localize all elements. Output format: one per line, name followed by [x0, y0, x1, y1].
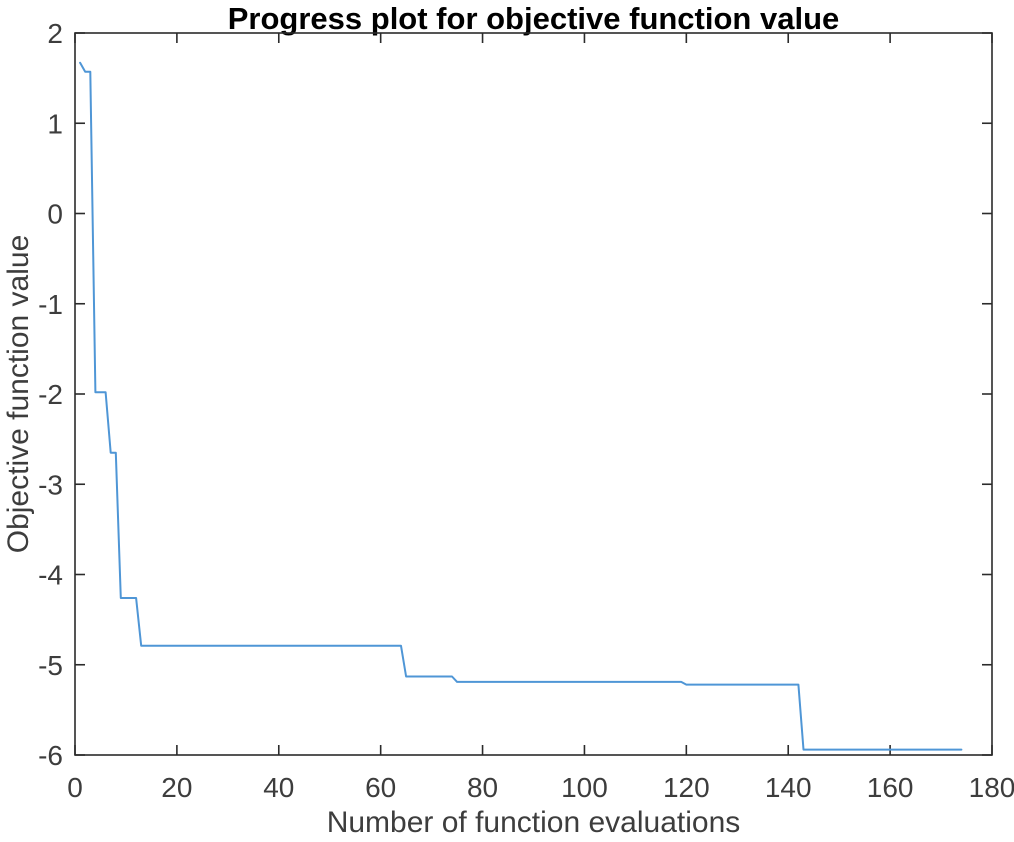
x-tick-label: 0 — [67, 772, 83, 803]
x-tick-label: 60 — [365, 772, 396, 803]
x-tick-label: 80 — [467, 772, 498, 803]
y-tick-label: 2 — [47, 18, 63, 49]
y-tick-label: -6 — [38, 740, 63, 771]
y-tick-label: 0 — [47, 199, 63, 230]
x-tick-label: 160 — [867, 772, 914, 803]
x-tick-label: 180 — [969, 772, 1014, 803]
y-tick-label: -5 — [38, 650, 63, 681]
x-tick-label: 40 — [263, 772, 294, 803]
x-tick-label: 100 — [561, 772, 608, 803]
x-axis-label: Number of function evaluations — [326, 806, 741, 839]
y-tick-label: -2 — [38, 379, 63, 410]
chart-title: Progress plot for objective function val… — [227, 1, 840, 36]
y-tick-label: 1 — [47, 108, 63, 139]
x-tick-label: 20 — [161, 772, 192, 803]
x-tick-label: 140 — [765, 772, 812, 803]
y-tick-label: -4 — [38, 560, 63, 591]
y-tick-label: -3 — [38, 469, 63, 500]
y-tick-label: -1 — [38, 289, 63, 320]
x-tick-label: 120 — [663, 772, 710, 803]
progress-line — [79, 61, 963, 751]
